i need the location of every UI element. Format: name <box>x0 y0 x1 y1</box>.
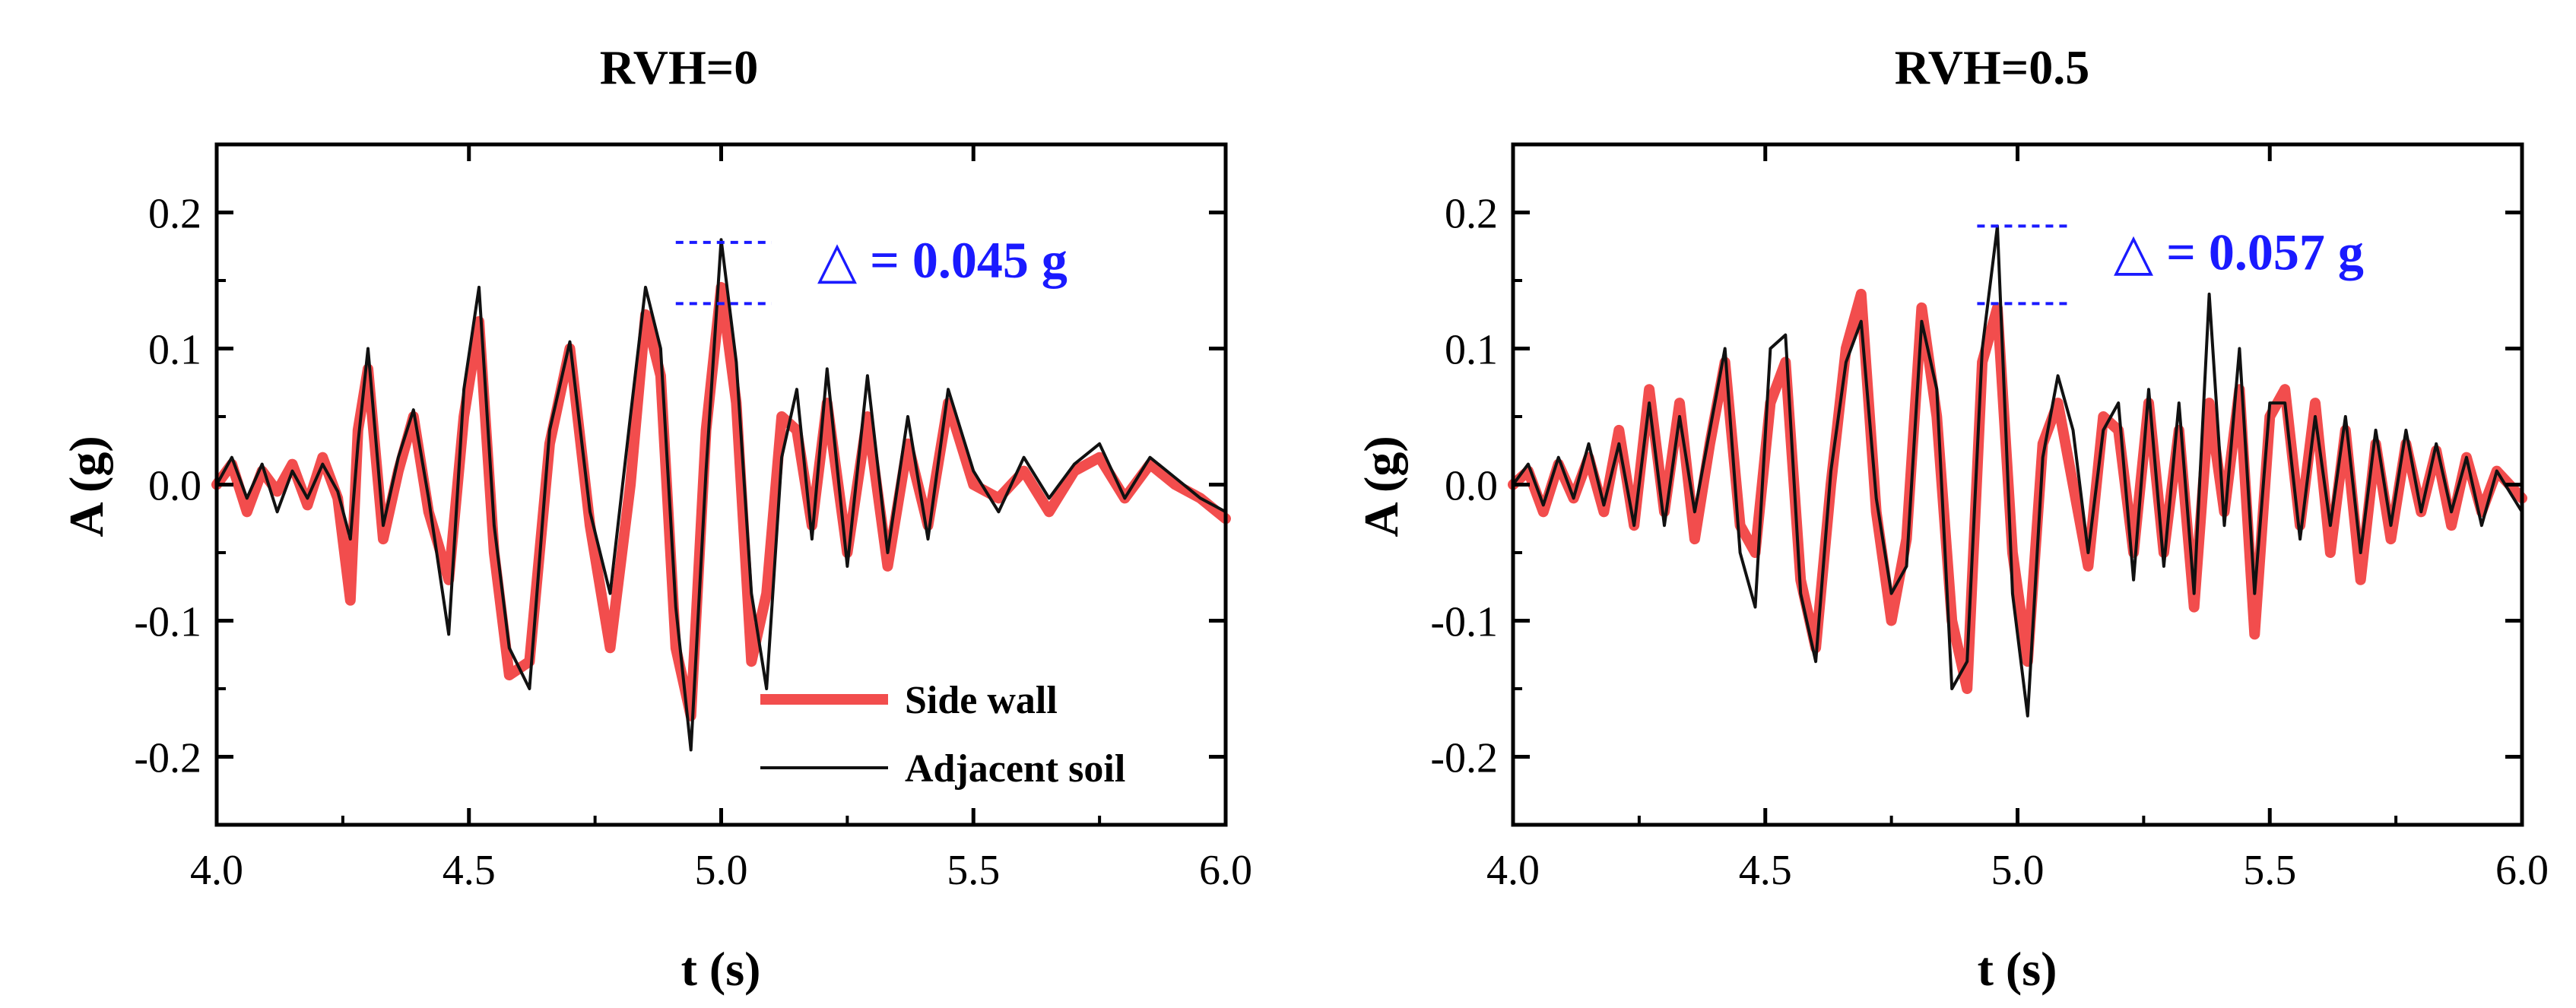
y-axis-label: A (g) <box>1354 436 1408 537</box>
x-tick-label: 4.0 <box>1486 847 1540 894</box>
y-tick-label: 0.1 <box>148 327 201 374</box>
x-tick-label: 5.0 <box>1991 847 2045 894</box>
x-tick-label: 5.0 <box>695 847 748 894</box>
x-tick-label: 4.0 <box>190 847 243 894</box>
x-tick-label: 6.0 <box>1199 847 1252 894</box>
chart-title: RVH=0.5 <box>1895 40 2089 94</box>
y-tick-label: 0.0 <box>148 463 201 510</box>
y-tick-label: 0.2 <box>1445 191 1498 238</box>
chart-title: RVH=0 <box>600 40 758 94</box>
y-axis-label: A (g) <box>59 436 113 537</box>
y-tick-label: -0.2 <box>134 735 201 782</box>
x-tick-label: 4.5 <box>443 847 496 894</box>
y-tick-label: -0.1 <box>1430 599 1498 646</box>
delta-annotation: △ = 0.057 g <box>2114 223 2364 281</box>
legend-label-side-wall: Side wall <box>905 679 1058 722</box>
y-tick-label: -0.2 <box>1430 735 1498 782</box>
x-tick-label: 6.0 <box>2495 847 2549 894</box>
x-axis-label: t (s) <box>681 942 761 996</box>
x-tick-label: 5.5 <box>2243 847 2296 894</box>
x-tick-label: 5.5 <box>947 847 1000 894</box>
chart-panel-rvh-0: RVH=0 4.0 4.5 5.0 5.5 6.0 -0.2 -0.1 0.0 0.1 0.2 △… <box>59 40 1252 996</box>
series-line-side-wall <box>211 281 1231 721</box>
x-tick-label: 4.5 <box>1739 847 1792 894</box>
y-tick-label: 0.2 <box>148 191 201 238</box>
legend-label-adjacent-soil: Adjacent soil <box>905 747 1125 791</box>
x-axis-label: t (s) <box>1978 942 2057 996</box>
chart-panel-rvh-0-5: RVH=0.5 4.0 4.5 5.0 5.5 6.0 -0.2 -0.1 0.0 0.1 0.2… <box>1354 40 2549 996</box>
y-tick-label: 0.0 <box>1445 463 1498 510</box>
y-tick-label: -0.1 <box>134 599 201 646</box>
series-line-adjacent-soil <box>1512 224 2524 718</box>
series-line-adjacent-soil <box>215 238 1227 752</box>
legend: Side wall Adjacent soil <box>760 679 1125 791</box>
y-tick-label: 0.1 <box>1445 327 1498 374</box>
delta-annotation: △ = 0.045 g <box>817 231 1068 289</box>
